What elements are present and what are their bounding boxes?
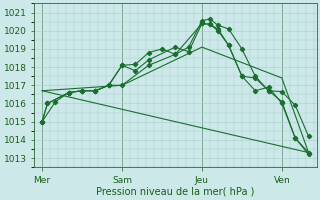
X-axis label: Pression niveau de la mer( hPa ): Pression niveau de la mer( hPa ) — [96, 187, 254, 197]
